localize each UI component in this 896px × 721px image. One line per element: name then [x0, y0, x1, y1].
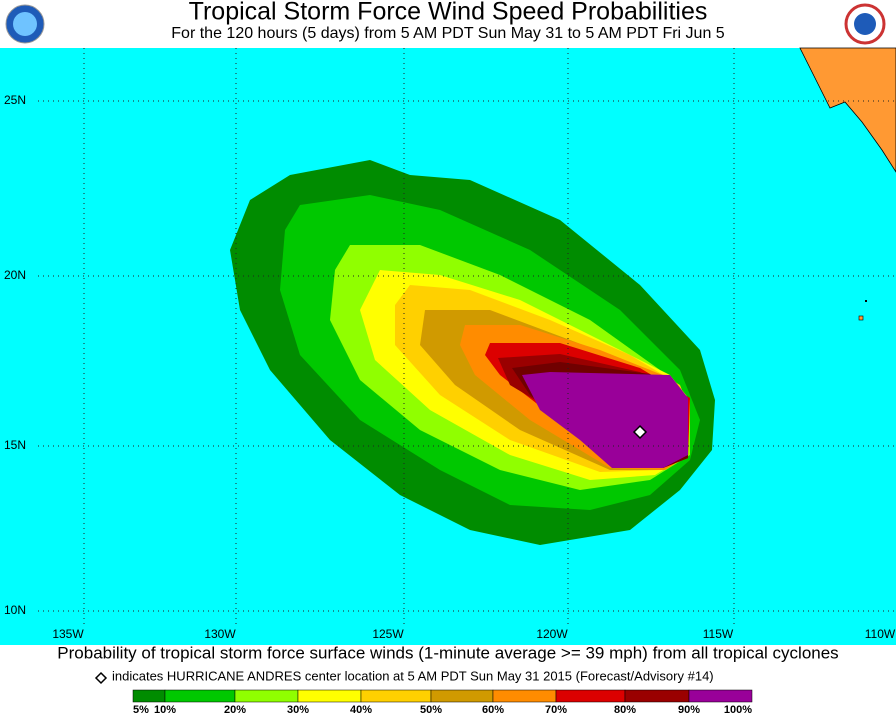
legend-swatch	[360, 689, 432, 703]
legend-label: 10%	[154, 704, 176, 716]
legend-label: 5%	[133, 704, 149, 716]
legend-swatch	[688, 689, 753, 703]
lon-label: 110W	[865, 627, 896, 641]
subtitle: For the 120 hours (5 days) from 5 AM PDT…	[171, 25, 725, 42]
legend-label: 100%	[724, 704, 752, 716]
legend-label: 40%	[350, 704, 372, 716]
nws-logo-inner	[854, 13, 876, 35]
storm-center	[632, 424, 648, 440]
lon-label: 120W	[536, 627, 568, 641]
legend-label: 50%	[420, 704, 442, 716]
legend-label: 80%	[614, 704, 636, 716]
legend-label: 20%	[224, 704, 246, 716]
legend-swatch	[624, 689, 690, 703]
legend-swatch	[234, 689, 299, 703]
legend-label: 70%	[545, 704, 567, 716]
lat-label: 20N	[4, 268, 26, 282]
legend-label: 60%	[482, 704, 504, 716]
legend-swatch	[132, 689, 166, 703]
lat-label: 10N	[4, 603, 26, 617]
legend-swatch	[492, 689, 557, 703]
caption: Probability of tropical storm force surf…	[57, 643, 838, 662]
prob-100	[522, 372, 688, 468]
legend-swatch	[164, 689, 236, 703]
island	[865, 300, 867, 302]
legend-swatch	[555, 689, 626, 703]
land-baja	[799, 47, 896, 173]
lon-label: 125W	[372, 627, 404, 641]
footer-background	[0, 645, 896, 716]
legend-label: 90%	[678, 704, 700, 716]
legend-swatch	[430, 689, 494, 703]
legend: 5% 10% 20% 30% 40% 50% 60% 70% 80% 90% 100%	[132, 689, 753, 716]
legend-label: 30%	[287, 704, 309, 716]
storm-center-key	[94, 671, 108, 685]
noaa-logo-inner	[13, 12, 37, 36]
legend-swatch	[297, 689, 362, 703]
map-area	[0, 47, 896, 645]
lon-label: 115W	[703, 627, 734, 641]
lon-label: 135W	[52, 627, 84, 641]
island	[858, 315, 864, 321]
lat-label: 25N	[4, 93, 26, 107]
lon-label: 130W	[204, 627, 236, 641]
graticule: 25N 20N 15N 10N 135W 130W 125W 120W 115W 110W	[4, 48, 896, 641]
title: Tropical Storm Force Wind Speed Probabil…	[189, 0, 708, 26]
header-background	[0, 0, 896, 48]
lat-label: 15N	[4, 438, 26, 452]
note: indicates HURRICANE ANDRES center locati…	[112, 668, 714, 683]
